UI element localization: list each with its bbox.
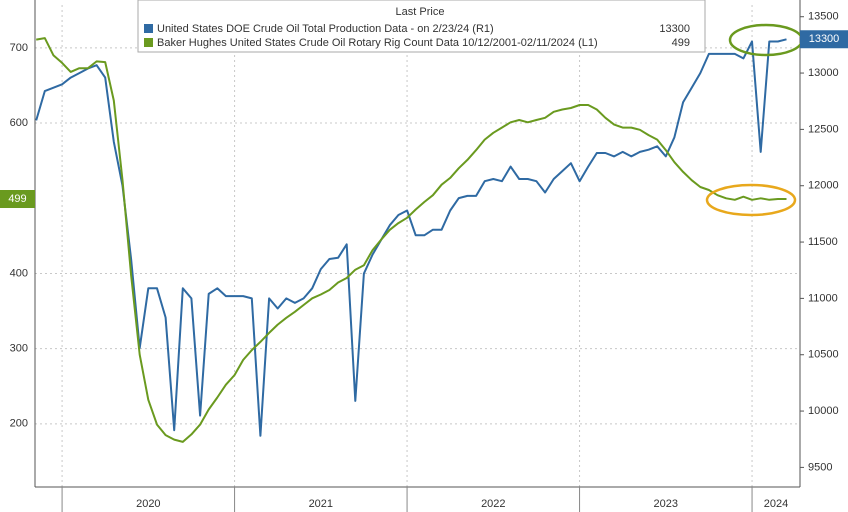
y2-tick-label: 10000	[808, 405, 839, 417]
last-value-tags: 13300 499	[0, 30, 848, 209]
legend-box	[137, 0, 706, 53]
legend-label: Baker Hughes United States Crude Oil Rot…	[157, 37, 598, 49]
x-tick-label: 2021	[309, 498, 333, 510]
series-line	[36, 37, 787, 443]
last-value-label: 13300	[809, 33, 840, 45]
y2-tick-label: 10500	[808, 349, 839, 361]
y2-tick-label: 13000	[808, 67, 839, 79]
y-tick-label: 400	[10, 267, 28, 279]
y-tick-label: 300	[10, 343, 28, 355]
last-value-tag	[800, 30, 848, 49]
y2-tick-label: 13500	[808, 11, 839, 23]
legend-swatch	[144, 38, 153, 47]
legend-label: United States DOE Crude Oil Total Produc…	[157, 23, 494, 35]
x-tick-label: 2022	[481, 498, 505, 510]
y2-tick-label: 9500	[808, 461, 832, 473]
lines	[35, 37, 787, 443]
last-value-label: 499	[8, 193, 26, 205]
grid	[35, 5, 800, 487]
legend-value: 499	[672, 37, 690, 49]
y-tick-label: 600	[10, 117, 28, 129]
x-tick-label: 2023	[654, 498, 678, 510]
y2-tick-label: 11000	[808, 292, 838, 304]
x-tick-label: 2024	[764, 498, 788, 510]
legend: Last Price United States DOE Crude Oil T…	[137, 0, 706, 53]
legend-value: 13300	[659, 23, 690, 35]
last-value-tag	[0, 190, 35, 209]
legend-swatch	[144, 24, 153, 33]
series-line	[35, 38, 787, 437]
y-tick-label: 200	[10, 418, 28, 430]
legend-title: Last Price	[396, 6, 445, 18]
y2-tick-label: 12000	[808, 180, 839, 192]
x-tick-label: 2020	[136, 498, 160, 510]
y2-tick-label: 12500	[808, 123, 839, 135]
y2-tick-label: 11500	[808, 236, 838, 248]
y-tick-label: 700	[10, 42, 28, 54]
highlight-ellipse	[705, 183, 797, 217]
